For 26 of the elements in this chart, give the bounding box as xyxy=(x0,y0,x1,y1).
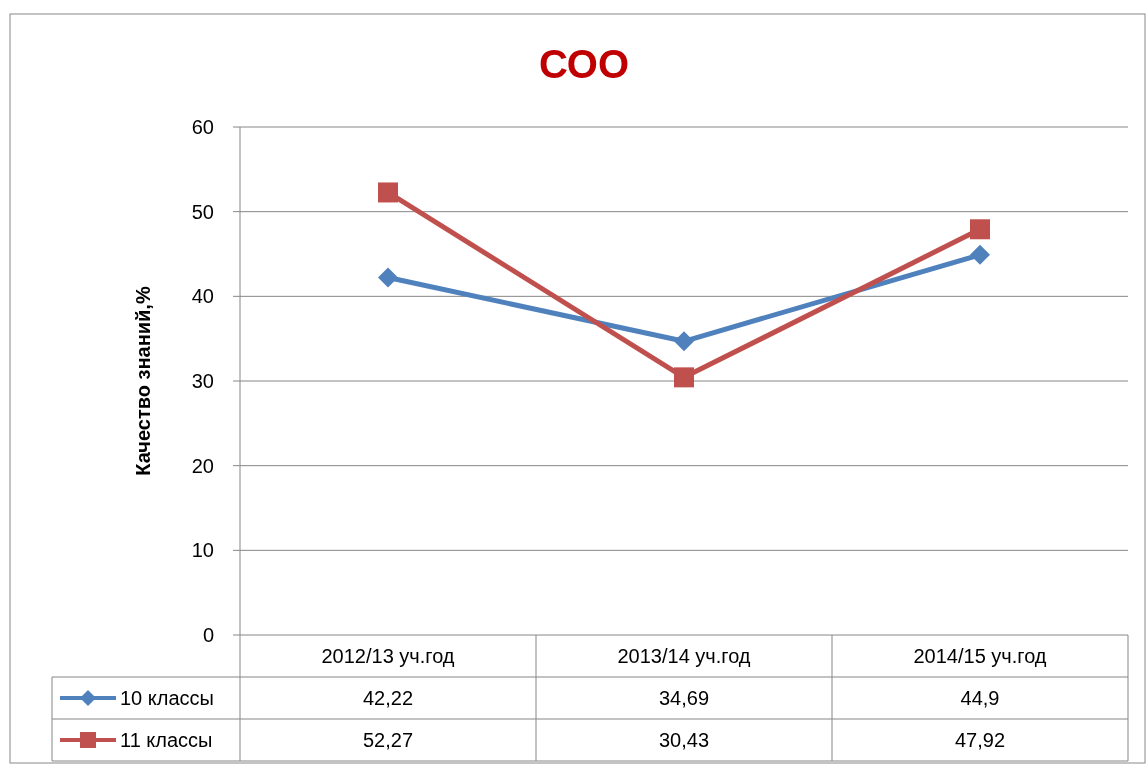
point xyxy=(378,182,398,203)
y-tick-label: 10 xyxy=(191,539,214,562)
data-label: 42,22 xyxy=(362,687,414,709)
chart-title: СОО xyxy=(538,42,630,86)
point xyxy=(970,219,990,240)
point xyxy=(970,244,990,265)
y-tick-label: 60 xyxy=(191,116,214,138)
x-tick-label: 2012/13 уч.год xyxy=(321,645,455,667)
y-tick-label: 30 xyxy=(191,370,214,392)
y-tick-label: 20 xyxy=(191,454,214,477)
point xyxy=(674,367,694,388)
data-label: 52,27 xyxy=(362,729,414,751)
point xyxy=(674,331,694,352)
y-tick-label: 50 xyxy=(191,200,214,223)
y-tick-label: 0 xyxy=(202,624,214,646)
data-label: 34,69 xyxy=(658,687,710,709)
y-tick-label: 40 xyxy=(191,285,214,308)
x-tick-label: 2014/15 уч.год xyxy=(913,645,1047,667)
y-axis-title: Качество знаний,% xyxy=(132,286,154,476)
data-label: 47,92 xyxy=(954,729,1006,751)
data-label: 30,43 xyxy=(658,729,710,751)
legend-label: 11 классы xyxy=(120,729,213,751)
point xyxy=(378,267,398,288)
x-tick-label: 2013/14 уч.год xyxy=(617,645,751,667)
legend-label: 10 классы xyxy=(120,687,214,709)
data-label: 44,9 xyxy=(960,687,1000,709)
